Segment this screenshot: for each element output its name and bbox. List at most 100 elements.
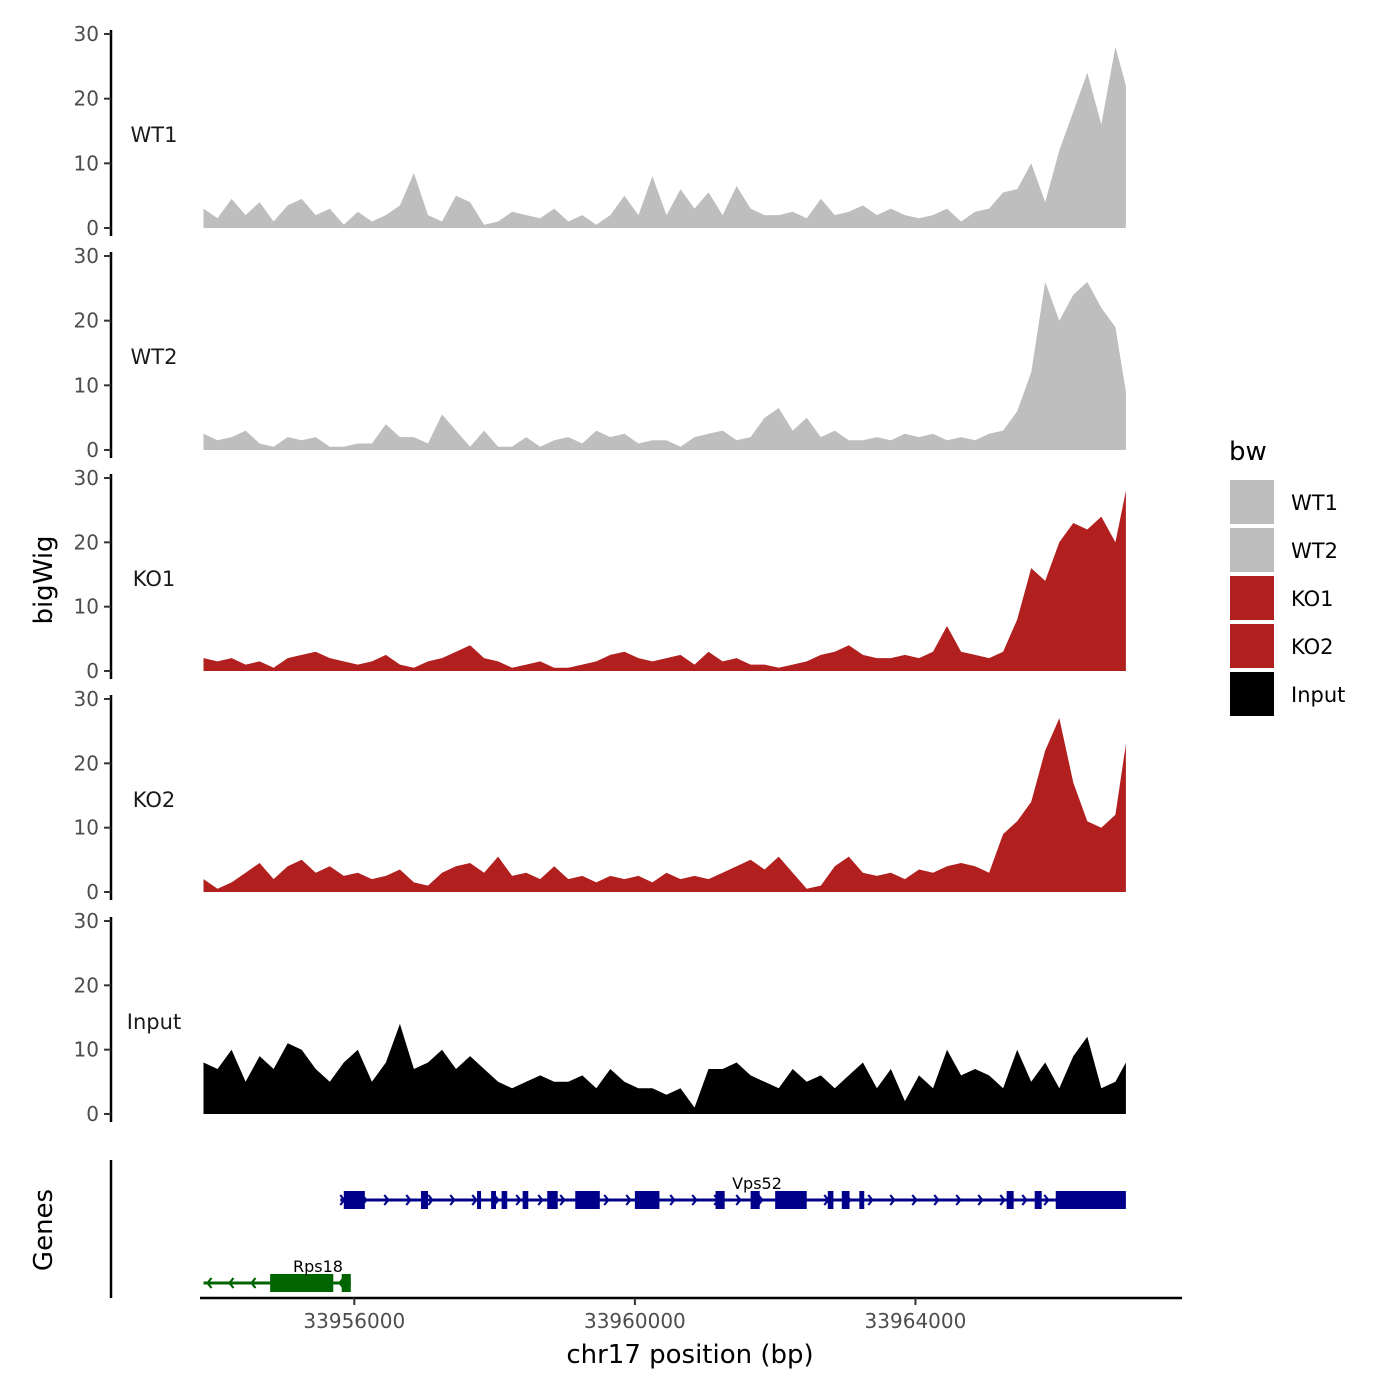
track-ko1: 0 10 20 30 KO1: [74, 466, 1126, 683]
strand-arrow: [228, 1277, 235, 1289]
track-wt1: 0 10 20 30 WT1: [74, 22, 1126, 240]
genes-axis-title: Genes: [29, 1189, 59, 1271]
strand-arrow: [1021, 1194, 1028, 1206]
y-tick-label: 10: [74, 1038, 99, 1062]
y-tick-label: 30: [74, 466, 99, 490]
exon: [547, 1191, 558, 1209]
exon: [859, 1191, 865, 1209]
strand-arrow: [603, 1194, 610, 1206]
gene-label-vps52: Vps52: [732, 1174, 782, 1193]
track-label-ko2: KO2: [133, 788, 176, 812]
exon: [634, 1191, 660, 1209]
x-tick-label: 33956000: [303, 1309, 405, 1333]
y-tick-label: 10: [74, 595, 99, 619]
strand-arrow: [559, 1194, 566, 1206]
legend-item-ko1: KO1: [1230, 576, 1334, 620]
track-label-wt1: WT1: [131, 123, 178, 147]
legend-label: KO2: [1291, 635, 1334, 659]
exon: [841, 1191, 850, 1209]
strand-arrow: [889, 1194, 896, 1206]
strand-arrow: [977, 1194, 984, 1206]
strand-arrow: [383, 1194, 390, 1206]
exon: [341, 1274, 351, 1292]
y-tick-label: 10: [74, 151, 99, 175]
gene-label-rps18: Rps18: [293, 1257, 343, 1276]
strand-arrow: [537, 1194, 544, 1206]
gene-track: Vps52 Rps18: [109, 1160, 1126, 1298]
y-tick-label: 20: [74, 751, 99, 775]
legend-item-input: Input: [1230, 672, 1345, 716]
gene-rps18: Rps18: [203, 1257, 351, 1292]
track-input: 0 10 20 30 Input: [74, 909, 1126, 1126]
exon: [491, 1191, 497, 1209]
y-tick-label: 10: [74, 373, 99, 397]
signal-area-wt1: [203, 46, 1126, 229]
legend-swatch: [1230, 480, 1274, 524]
y-tick-label: 20: [74, 87, 99, 111]
legend-swatch: [1230, 624, 1274, 668]
legend-label: Input: [1291, 683, 1345, 707]
strand-arrow: [735, 1194, 742, 1206]
legend-label: KO1: [1291, 587, 1334, 611]
signal-area-ko1: [203, 490, 1126, 671]
exon: [522, 1191, 529, 1209]
strand-arrow: [999, 1194, 1006, 1206]
legend-label: WT1: [1291, 491, 1338, 515]
legend-item-wt2: WT2: [1230, 528, 1338, 572]
strand-arrow: [691, 1194, 698, 1206]
exon: [270, 1274, 334, 1292]
strand-arrow: [206, 1277, 213, 1289]
y-tick-label: 0: [86, 438, 99, 462]
strand-arrow: [1043, 1194, 1050, 1206]
exon: [715, 1191, 725, 1209]
strand-arrow: [911, 1194, 918, 1206]
legend-label: WT2: [1291, 539, 1338, 563]
track-label-wt2: WT2: [131, 345, 178, 369]
legend-item-wt1: WT1: [1230, 480, 1338, 524]
strand-arrow: [250, 1277, 257, 1289]
gene-vps52: Vps52: [339, 1174, 1126, 1209]
strand-arrow: [867, 1194, 874, 1206]
y-tick-label: 10: [74, 816, 99, 840]
exon: [827, 1191, 834, 1209]
y-tick-label: 20: [74, 530, 99, 554]
x-tick-label: 33960000: [584, 1309, 686, 1333]
y-tick-label: 20: [74, 973, 99, 997]
track-wt2: 0 10 20 30 WT2: [74, 244, 1126, 462]
strand-arrow: [471, 1194, 478, 1206]
strand-arrow: [427, 1194, 434, 1206]
signal-area-input: [203, 1023, 1126, 1114]
exon: [1055, 1191, 1126, 1209]
exon: [750, 1191, 760, 1209]
legend-item-ko2: KO2: [1230, 624, 1334, 668]
track-label-ko1: KO1: [133, 567, 176, 591]
strand-arrow: [515, 1194, 522, 1206]
y-tick-label: 30: [74, 687, 99, 711]
exon: [501, 1191, 508, 1209]
exon: [1006, 1191, 1014, 1209]
exon: [477, 1191, 482, 1209]
exon: [1034, 1191, 1042, 1209]
strand-arrow: [405, 1194, 412, 1206]
strand-arrow: [669, 1194, 676, 1206]
x-tick-label: 33964000: [865, 1309, 967, 1333]
strand-arrow: [449, 1194, 456, 1206]
legend-swatch: [1230, 528, 1274, 572]
exon: [420, 1191, 428, 1209]
legend: bw WT1 WT2 KO1 KO2 Input: [1229, 437, 1345, 716]
y-axis-title: bigWig: [29, 535, 59, 624]
exon: [775, 1191, 807, 1209]
legend-swatch: [1230, 576, 1274, 620]
y-tick-label: 0: [86, 1102, 99, 1126]
exon: [575, 1191, 600, 1209]
track-ko2: 0 10 20 30 KO2: [74, 687, 1126, 904]
y-tick-label: 30: [74, 909, 99, 933]
y-tick-label: 30: [74, 22, 99, 46]
signal-area-ko2: [203, 718, 1126, 892]
exon: [343, 1191, 365, 1209]
strand-arrow: [955, 1194, 962, 1206]
y-tick-label: 0: [86, 880, 99, 904]
signal-area-wt2: [203, 281, 1126, 450]
y-tick-label: 30: [74, 244, 99, 268]
